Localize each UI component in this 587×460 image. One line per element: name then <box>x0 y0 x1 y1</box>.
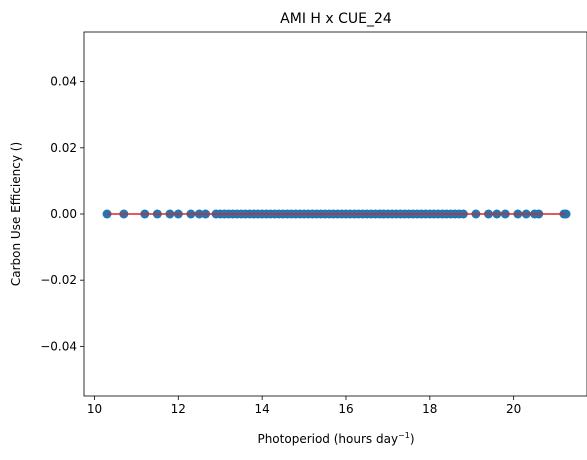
x-axis: 10 12 14 16 18 20 <box>87 396 521 416</box>
y-tick-label: 0.02 <box>50 141 77 155</box>
y-axis-label: Carbon Use Efficiency () <box>9 142 23 286</box>
x-tick-label: 12 <box>171 402 186 416</box>
y-tick-label: −0.02 <box>40 273 77 287</box>
x-tick-label: 18 <box>422 402 437 416</box>
x-tick-label: 20 <box>506 402 521 416</box>
x-tick-label: 14 <box>255 402 270 416</box>
x-tick-label: 16 <box>338 402 353 416</box>
x-tick-label: 10 <box>87 402 102 416</box>
x-axis-label: Photoperiod (hours day−1) <box>257 431 414 446</box>
y-tick-label: 0.00 <box>50 207 77 221</box>
chart-title: AMI H x CUE_24 <box>280 11 392 27</box>
y-tick-label: 0.04 <box>50 75 77 89</box>
x-axis-label-suffix: ) <box>410 432 415 446</box>
y-axis: 0.04 0.02 0.00 −0.02 −0.04 <box>40 75 84 353</box>
x-axis-label-text: Photoperiod (hours day <box>257 432 398 446</box>
x-axis-label-superscript: −1 <box>398 431 410 440</box>
y-tick-label: −0.04 <box>40 339 77 353</box>
